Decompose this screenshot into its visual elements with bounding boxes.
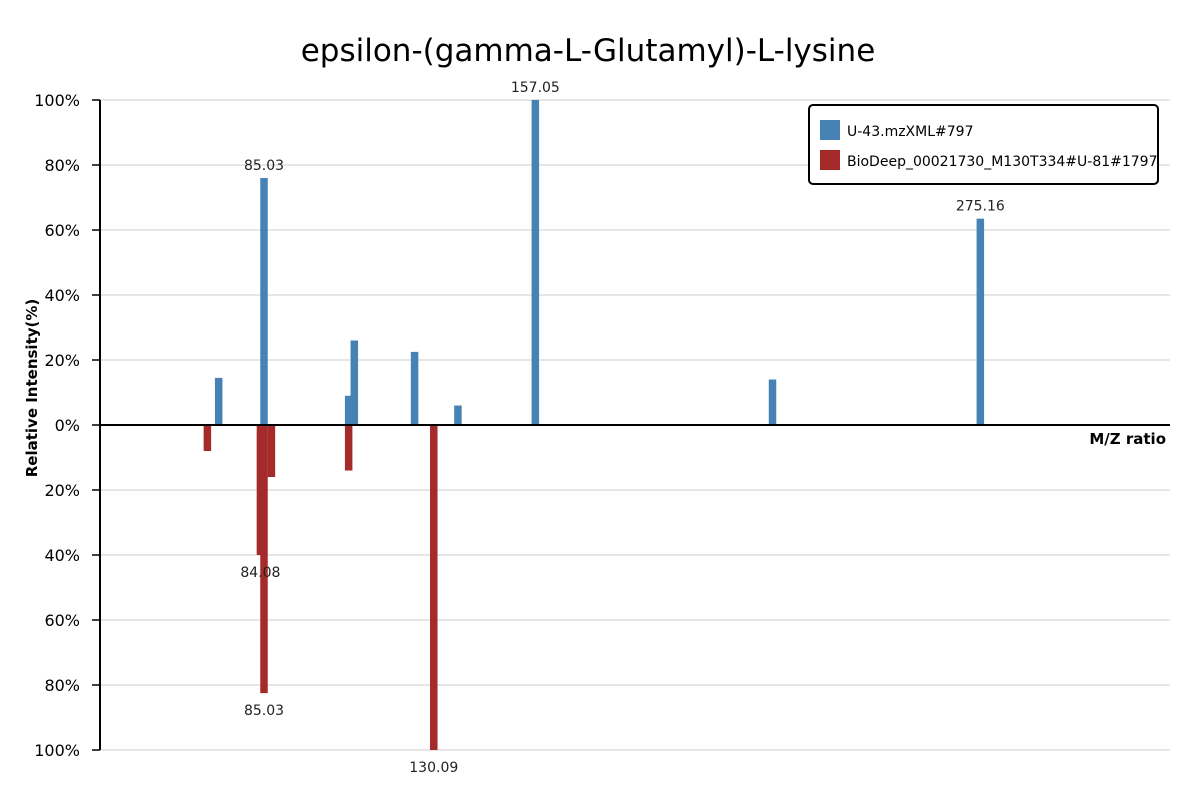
y-axis-ticks: 100% 80% 60% 40% 20% 0% 20% 40% 60% 80% 100% bbox=[34, 91, 100, 760]
y-tick-label: 20% bbox=[44, 481, 80, 500]
peak-label: 275.16 bbox=[956, 199, 1005, 215]
query-peak-bar bbox=[531, 100, 540, 425]
reference-peak-bar bbox=[430, 425, 438, 750]
y-tick-label: 80% bbox=[44, 676, 80, 695]
reference-peak-bar bbox=[344, 425, 353, 471]
y-tick-label: 60% bbox=[44, 221, 80, 240]
peak-label: 130.09 bbox=[409, 760, 458, 776]
legend-box bbox=[808, 104, 1159, 185]
peak-bars bbox=[203, 100, 985, 750]
peak-labels: 85.03 157.05 275.16 84.08 85.03 130.09 bbox=[240, 80, 1005, 776]
peak-label: 157.05 bbox=[511, 80, 560, 96]
query-peak-bar bbox=[768, 379, 777, 425]
reference-peak-bar bbox=[203, 425, 212, 451]
legend-label-query: U-43.mzXML#797 bbox=[847, 124, 973, 140]
y-tick-label: 40% bbox=[44, 286, 80, 305]
query-peak-bar bbox=[454, 405, 462, 425]
legend-swatch-reference bbox=[820, 150, 840, 170]
peak-label: 85.03 bbox=[244, 158, 284, 174]
reference-peak-bar bbox=[267, 425, 276, 477]
y-tick-label: 100% bbox=[34, 741, 80, 760]
legend-label-reference: BioDeep_00021730_M130T334#U-81#1797 bbox=[847, 154, 1158, 170]
y-tick-label: 100% bbox=[34, 91, 80, 110]
y-axis-title: Relative Intensity(%) bbox=[23, 299, 41, 478]
y-tick-label: 20% bbox=[44, 351, 80, 370]
legend: U-43.mzXML#797 BioDeep_00021730_M130T334… bbox=[808, 104, 1159, 185]
query-peak-bar bbox=[976, 218, 985, 425]
reference-peak-bar bbox=[260, 425, 268, 694]
y-tick-label: 60% bbox=[44, 611, 80, 630]
peak-label: 85.03 bbox=[244, 703, 284, 719]
chart-title: epsilon-(gamma-L-Glutamyl)-L-lysine bbox=[301, 33, 876, 69]
legend-swatch-query bbox=[820, 120, 840, 140]
grid-lines bbox=[100, 99, 1170, 751]
x-axis-title: M/Z ratio bbox=[1089, 430, 1166, 448]
query-peak-bar bbox=[214, 377, 223, 425]
query-peak-bar bbox=[410, 351, 419, 425]
y-tick-label: 80% bbox=[44, 156, 80, 175]
query-peak-bar bbox=[344, 395, 353, 425]
query-peak-bar bbox=[350, 340, 359, 425]
y-tick-label: 0% bbox=[55, 416, 80, 435]
peak-label: 84.08 bbox=[240, 565, 280, 581]
query-peak-bar bbox=[260, 178, 268, 425]
y-tick-label: 40% bbox=[44, 546, 80, 565]
